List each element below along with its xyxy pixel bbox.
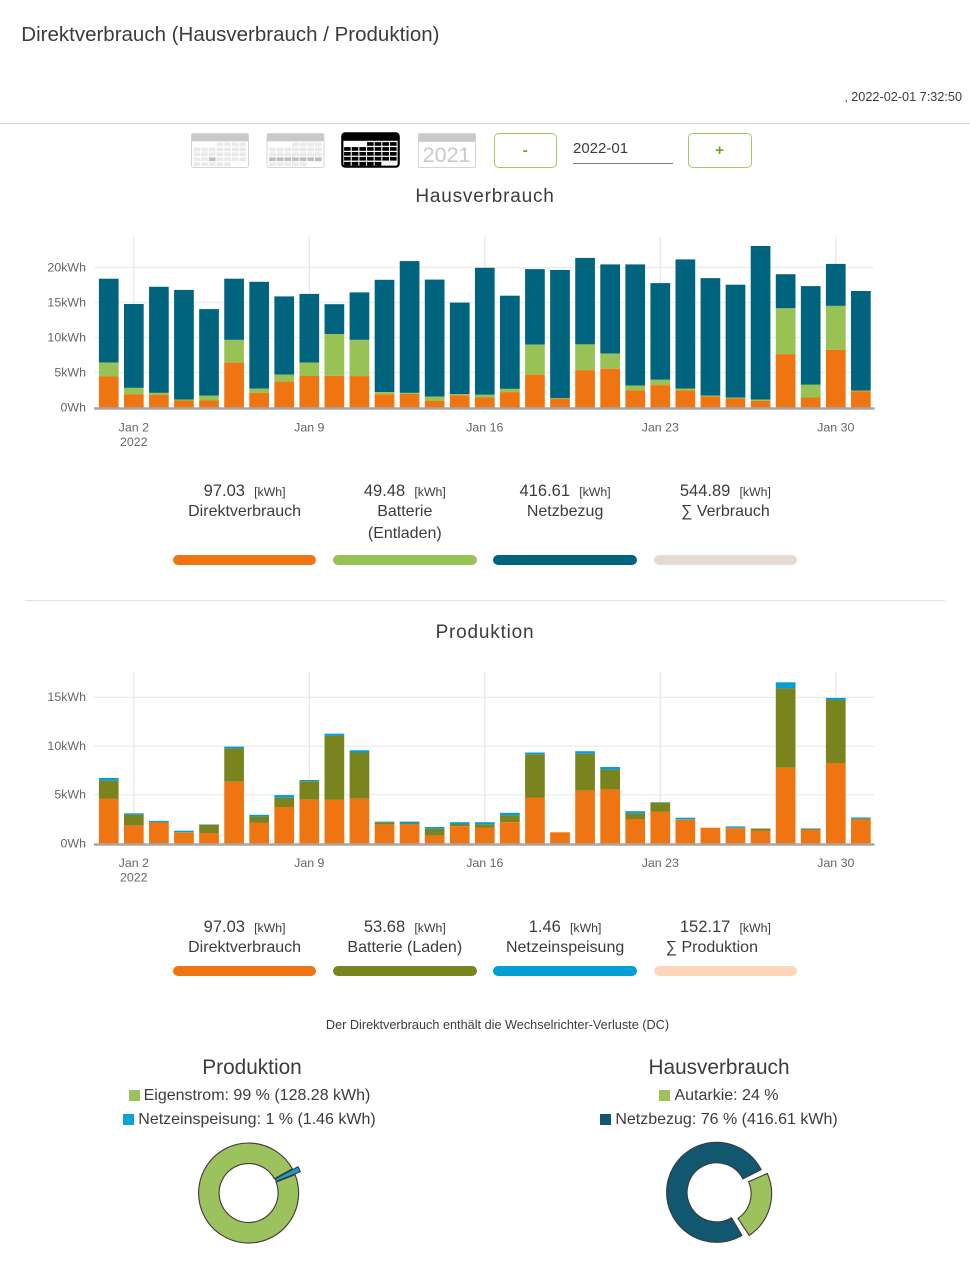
svg-text:Jan 9: Jan 9 bbox=[294, 856, 324, 870]
svg-text:Jan 23: Jan 23 bbox=[642, 421, 679, 435]
svg-text:10kWh: 10kWh bbox=[47, 330, 86, 344]
svg-text:5kWh: 5kWh bbox=[54, 365, 86, 379]
svg-text:2021: 2021 bbox=[423, 143, 471, 167]
svg-text:0Wh: 0Wh bbox=[61, 836, 87, 850]
svg-text:Jan 2: Jan 2 bbox=[119, 856, 149, 870]
svg-text:10kWh: 10kWh bbox=[47, 739, 86, 753]
svg-text:Jan 16: Jan 16 bbox=[466, 421, 503, 435]
svg-text:2022: 2022 bbox=[120, 871, 148, 885]
svg-text:15kWh: 15kWh bbox=[47, 295, 86, 309]
svg-text:20kWh: 20kWh bbox=[47, 260, 86, 274]
svg-text:0Wh: 0Wh bbox=[61, 400, 87, 414]
svg-text:Jan 23: Jan 23 bbox=[642, 856, 679, 870]
svg-text:2022: 2022 bbox=[120, 435, 148, 449]
svg-text:Jan 30: Jan 30 bbox=[817, 856, 854, 870]
svg-text:Jan 9: Jan 9 bbox=[294, 421, 324, 435]
svg-text:Jan 30: Jan 30 bbox=[817, 421, 854, 435]
svg-text:5kWh: 5kWh bbox=[54, 788, 86, 802]
svg-text:Jan 2: Jan 2 bbox=[119, 421, 149, 435]
svg-text:15kWh: 15kWh bbox=[47, 690, 86, 704]
svg-text:Jan 16: Jan 16 bbox=[466, 856, 503, 870]
